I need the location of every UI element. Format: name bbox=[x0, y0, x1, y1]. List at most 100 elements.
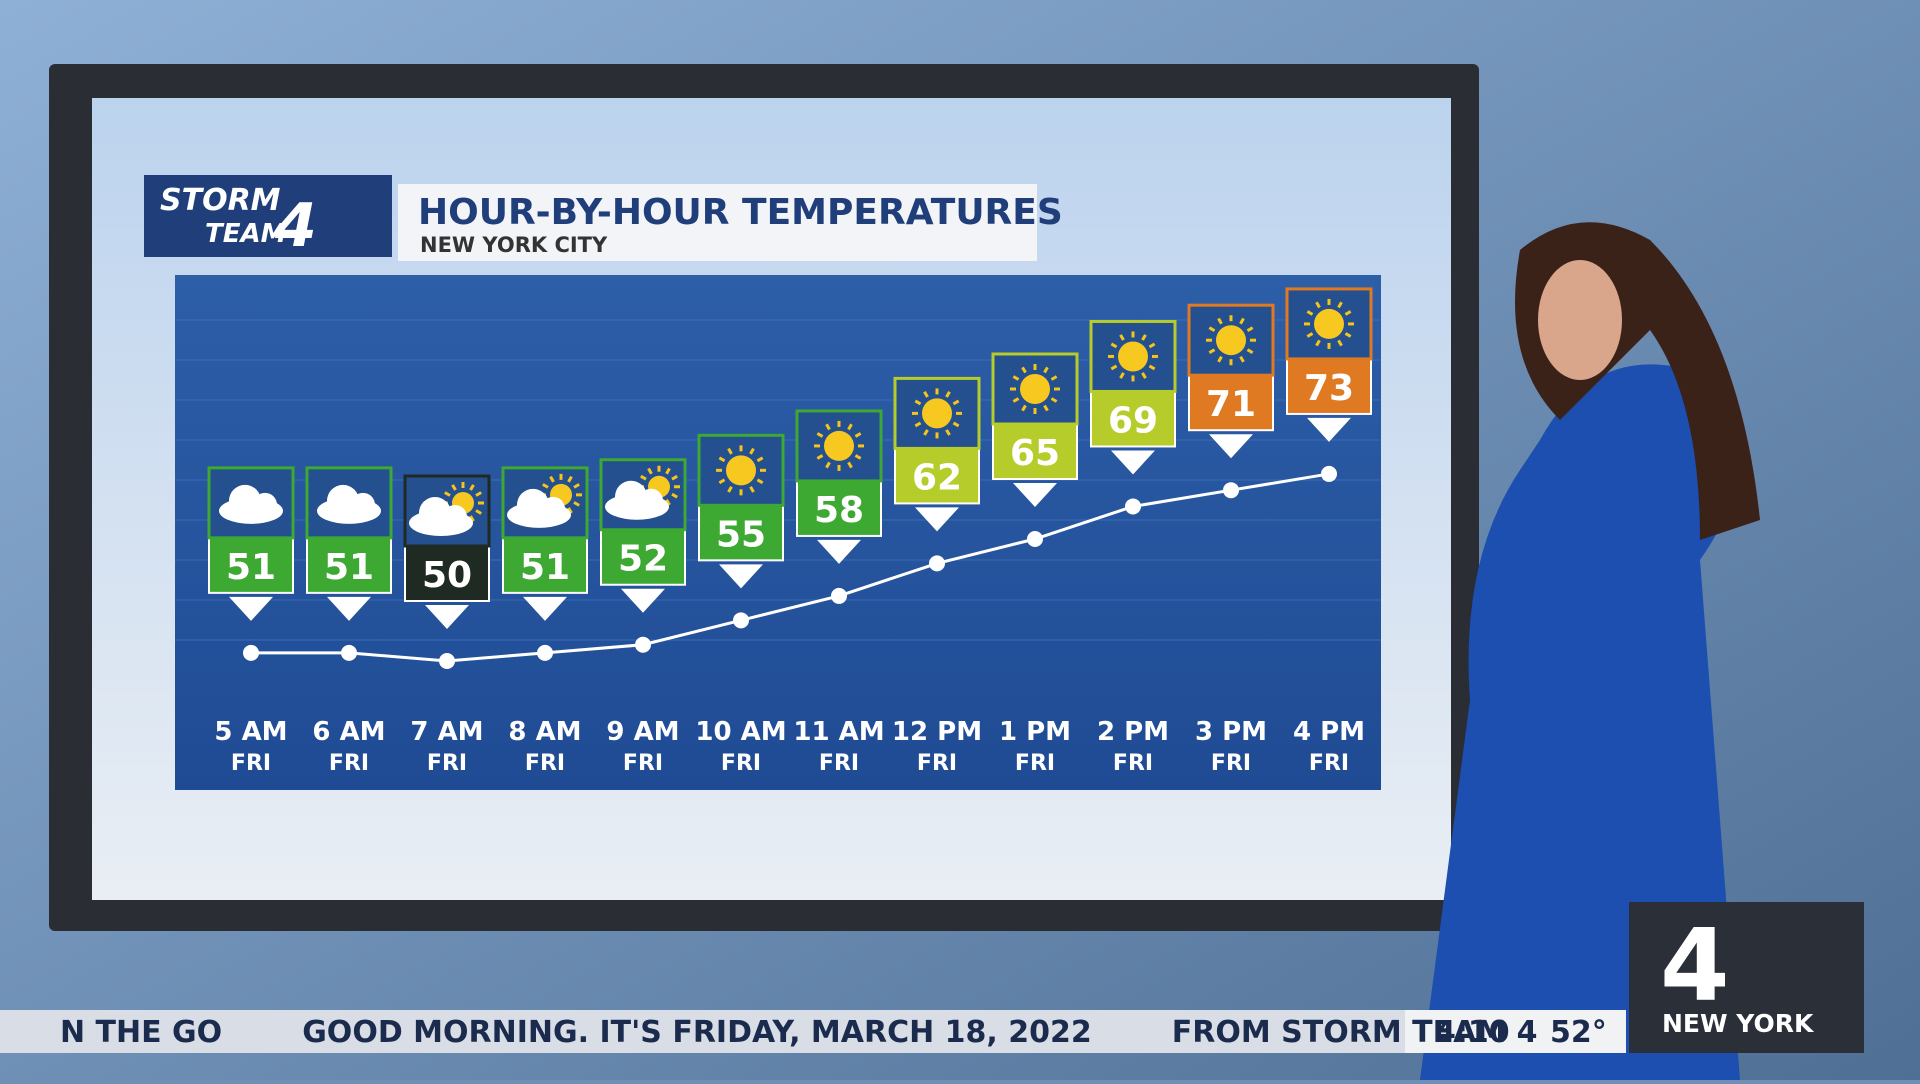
sun-ray bbox=[718, 478, 726, 485]
cloud bbox=[517, 488, 549, 521]
sun-ray bbox=[1012, 375, 1020, 381]
temp-line bbox=[251, 472, 1330, 663]
sun-ray bbox=[1344, 332, 1352, 338]
marker-pointer bbox=[719, 564, 763, 589]
sun-ray bbox=[1050, 397, 1058, 403]
temp-point bbox=[243, 644, 259, 661]
sun-ray bbox=[1050, 375, 1058, 381]
sun-ray bbox=[854, 454, 862, 460]
cloud bbox=[351, 492, 375, 517]
sun-ray bbox=[749, 447, 755, 455]
title-box bbox=[398, 184, 1037, 261]
marker-pointer bbox=[817, 539, 861, 564]
sun-ray bbox=[816, 454, 824, 460]
sun-ray bbox=[854, 432, 862, 438]
temp-box bbox=[306, 536, 392, 594]
cloud bbox=[615, 480, 647, 513]
sun-ray bbox=[665, 498, 671, 506]
sun-ray bbox=[1021, 366, 1027, 374]
day-label: FRI bbox=[1309, 751, 1349, 776]
temp-point bbox=[537, 644, 553, 661]
sun-ray bbox=[1208, 326, 1216, 332]
marker-pointer bbox=[1013, 483, 1057, 507]
sun-ray bbox=[1246, 326, 1254, 332]
temp-box bbox=[894, 447, 980, 505]
sun bbox=[1020, 374, 1050, 404]
marker-pointer bbox=[915, 507, 959, 532]
cloud bbox=[327, 484, 359, 517]
cloud bbox=[253, 492, 277, 517]
sun-ray bbox=[1043, 404, 1049, 412]
sun-ray bbox=[469, 515, 475, 522]
sun-ray bbox=[756, 478, 764, 485]
temp-label: 71 bbox=[1206, 384, 1256, 425]
sun-ray bbox=[475, 509, 482, 515]
ticker-item: GOOD MORNING. IT'S FRIDAY, MARCH 18, 202… bbox=[302, 1015, 1092, 1050]
sun-ray bbox=[816, 432, 824, 438]
day-label: FRI bbox=[427, 751, 467, 776]
sun-ray bbox=[1217, 355, 1223, 363]
sun-ray bbox=[671, 492, 678, 499]
x-tick-label: 9 AM bbox=[606, 717, 679, 747]
sun-ray bbox=[1306, 310, 1314, 316]
sun-ray bbox=[475, 491, 482, 497]
day-label: FRI bbox=[1113, 751, 1153, 776]
cloud bbox=[419, 497, 451, 529]
day-label: FRI bbox=[1211, 751, 1251, 776]
ticker-item: FROM STORM TEAM 4 bbox=[1172, 1015, 1538, 1050]
sun-ray bbox=[727, 447, 733, 455]
sun-ray bbox=[952, 421, 960, 428]
sun-ray bbox=[1344, 310, 1352, 316]
sun-ray bbox=[847, 461, 853, 469]
ticker-bar bbox=[0, 1010, 1405, 1053]
sun-ray bbox=[1337, 339, 1343, 347]
ticker-item: N THE GO bbox=[60, 1015, 222, 1050]
temp-point bbox=[1223, 482, 1239, 499]
sun-ray bbox=[825, 461, 831, 469]
station-logo-box bbox=[1629, 902, 1864, 1053]
sun-ray bbox=[1315, 301, 1321, 309]
sun-ray bbox=[727, 486, 733, 493]
presenter-body bbox=[1420, 364, 1741, 1080]
temp-box bbox=[600, 528, 686, 586]
cloud bbox=[443, 505, 467, 529]
sun-ray bbox=[1246, 348, 1254, 354]
sun-ray bbox=[573, 483, 580, 489]
cloud bbox=[541, 496, 565, 521]
temp-point bbox=[733, 612, 749, 629]
clock-box bbox=[1405, 1010, 1626, 1053]
sun-ray bbox=[923, 429, 929, 436]
temp-label: 73 bbox=[1304, 368, 1354, 409]
temp-point bbox=[341, 644, 357, 661]
sun-ray bbox=[756, 456, 764, 463]
day-label: FRI bbox=[231, 751, 271, 776]
station-number: 4 bbox=[1660, 907, 1730, 1024]
temp-label: 65 bbox=[1010, 433, 1060, 474]
sun-ray bbox=[1315, 339, 1321, 347]
sun bbox=[1118, 341, 1148, 372]
day-label: FRI bbox=[525, 751, 565, 776]
x-tick-label: 2 PM bbox=[1097, 717, 1169, 747]
sun bbox=[824, 430, 854, 461]
sun-ray bbox=[1208, 348, 1216, 354]
sun-ray bbox=[549, 475, 555, 483]
day-label: FRI bbox=[721, 751, 761, 776]
day-label: FRI bbox=[819, 751, 859, 776]
sun-ray bbox=[1239, 317, 1245, 325]
temp-box bbox=[698, 504, 784, 562]
x-tick-label: 3 PM bbox=[1195, 717, 1267, 747]
sun-ray bbox=[847, 423, 853, 431]
sun bbox=[922, 398, 952, 429]
temp-point bbox=[1027, 531, 1043, 547]
sun-ray bbox=[945, 390, 951, 398]
day-label: FRI bbox=[623, 751, 663, 776]
marker-pointer bbox=[1111, 450, 1155, 475]
sun-ray bbox=[444, 491, 451, 497]
temp-label: 52 bbox=[618, 539, 668, 580]
sun-ray bbox=[923, 390, 929, 398]
temp-point bbox=[439, 653, 455, 669]
temp-label: 51 bbox=[520, 547, 570, 588]
sun-ray bbox=[914, 421, 922, 428]
